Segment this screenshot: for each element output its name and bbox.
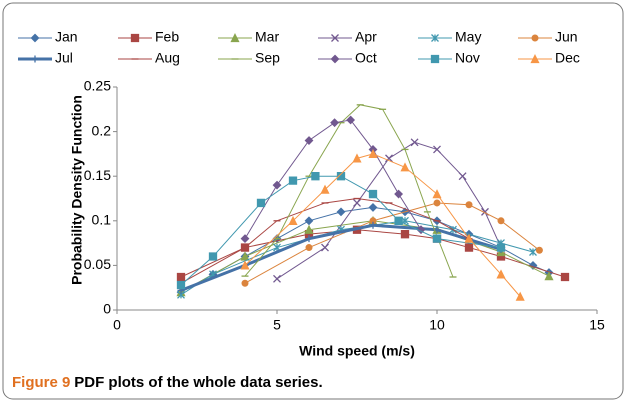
marker (288, 176, 298, 185)
marker (515, 291, 525, 301)
marker (368, 148, 378, 159)
marker (176, 280, 186, 290)
marker (320, 184, 330, 194)
marker (464, 243, 474, 252)
series-line (244, 119, 422, 239)
marker (305, 244, 313, 252)
legend-label: Aug (155, 50, 180, 66)
legend-marker (31, 55, 39, 63)
legend-label: Mar (255, 29, 279, 45)
marker (369, 221, 377, 229)
legend-label: Feb (155, 29, 179, 45)
legend-marker (330, 54, 340, 64)
marker (529, 248, 537, 256)
marker (304, 136, 314, 145)
legend-label: Jun (555, 29, 578, 45)
x-axis-title: Wind speed (m/s) (299, 343, 415, 359)
marker (330, 118, 340, 128)
marker (288, 215, 298, 225)
legend-label: Jan (55, 29, 78, 45)
series-line (244, 153, 521, 297)
x-tick-label: 10 (429, 317, 445, 333)
legend-label: May (455, 29, 481, 45)
marker (496, 269, 506, 279)
marker (497, 217, 505, 225)
caption: Figure 9 PDF plots of the whole data ser… (12, 374, 323, 391)
legend-marker (430, 54, 440, 64)
marker (400, 162, 410, 172)
x-tick-label: 0 (113, 317, 121, 333)
series-line (180, 223, 502, 292)
marker (346, 115, 356, 125)
marker (496, 243, 506, 252)
y-tick-label: 0.05 (84, 256, 111, 272)
marker (433, 145, 441, 154)
marker (394, 216, 403, 225)
marker (176, 272, 186, 282)
marker (336, 207, 346, 217)
marker (394, 189, 404, 199)
caption-label: Figure 9 (12, 374, 70, 391)
marker (464, 233, 474, 243)
marker (256, 198, 266, 208)
marker (304, 224, 314, 234)
marker (410, 138, 419, 147)
marker (368, 189, 378, 199)
legend-marker (530, 54, 540, 64)
y-tick-label: 0 (103, 301, 111, 317)
legend-label: Dec (555, 50, 580, 66)
y-axis-title: Probability Density Function (69, 95, 85, 285)
y-tick-label: 0.1 (92, 212, 112, 228)
legend-marker (130, 33, 140, 43)
legend-label: Sep (255, 50, 280, 66)
marker (465, 201, 473, 209)
marker (400, 230, 410, 239)
marker (240, 234, 250, 244)
y-tick-label: 0.15 (84, 167, 111, 183)
marker (272, 180, 282, 190)
legend-label: Nov (455, 50, 480, 66)
y-tick-label: 0.2 (92, 122, 112, 138)
marker (241, 279, 249, 287)
legend-marker (331, 34, 339, 42)
legend-marker (30, 33, 40, 43)
x-tick-label: 15 (589, 317, 605, 333)
marker (273, 274, 281, 283)
series-line (180, 175, 502, 286)
marker (208, 252, 218, 261)
marker (433, 199, 441, 207)
legend-label: Apr (355, 29, 377, 45)
marker (352, 153, 362, 163)
marker (240, 251, 250, 261)
legend-marker (431, 34, 439, 42)
marker (353, 199, 361, 207)
marker (385, 154, 393, 163)
marker (544, 271, 554, 281)
series-line (180, 197, 470, 284)
marker (535, 246, 543, 254)
marker (458, 172, 467, 181)
legend-marker (531, 34, 539, 42)
marker (304, 216, 314, 226)
marker (432, 234, 442, 243)
marker (369, 217, 377, 225)
caption-text: PDF plots of the whole data series. (74, 374, 322, 391)
marker (432, 189, 442, 199)
marker (560, 272, 570, 282)
legend-label: Jul (55, 50, 73, 66)
marker (321, 243, 329, 252)
legend-label: Oct (355, 50, 377, 66)
marker (311, 172, 320, 181)
marker (305, 235, 313, 243)
legend-marker (230, 33, 240, 43)
x-tick-label: 5 (273, 317, 281, 333)
y-tick-label: 0.25 (84, 78, 111, 94)
marker (368, 203, 378, 212)
marker (240, 260, 250, 270)
